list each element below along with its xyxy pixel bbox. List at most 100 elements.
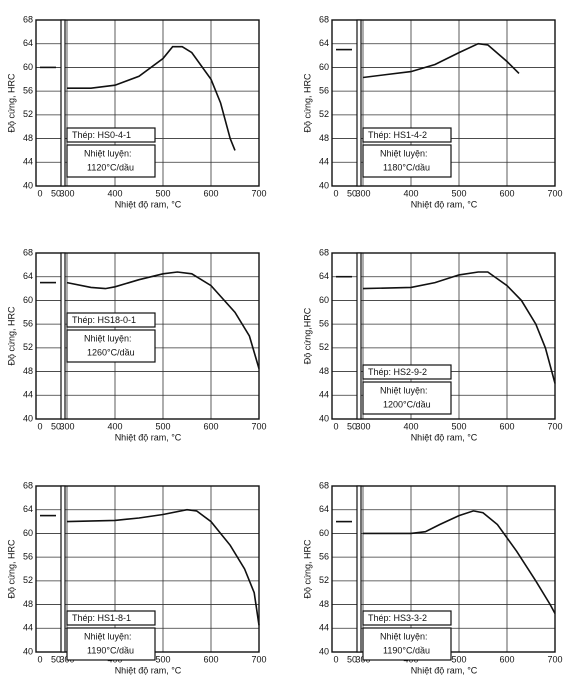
y-tick-label: 40 bbox=[319, 413, 329, 423]
y-tick-label: 64 bbox=[319, 38, 329, 48]
treatment-value: 1190°C/dầu bbox=[383, 645, 430, 655]
y-tick-label: 60 bbox=[23, 528, 33, 538]
y-tick-label: 48 bbox=[319, 366, 329, 376]
label-box bbox=[362, 610, 452, 626]
y-tick-label: 48 bbox=[23, 366, 33, 376]
x-axis-label: Nhiệt độ ram, °C bbox=[115, 199, 182, 209]
x-tick-label: 0 bbox=[333, 188, 338, 198]
x-tick-label: 600 bbox=[499, 421, 514, 431]
frame bbox=[331, 485, 556, 653]
treatment-value: 1120°C/dầu bbox=[87, 162, 134, 172]
y-axis-label: Độ cứng,HRC bbox=[302, 307, 312, 364]
x-tick-label: 600 bbox=[499, 654, 514, 664]
label-box bbox=[362, 144, 452, 178]
x-axis-label: Nhiệt độ ram, °C bbox=[115, 432, 182, 442]
y-tick-label: 40 bbox=[319, 180, 329, 190]
y-tick-label: 60 bbox=[319, 62, 329, 72]
y-axis-label: Độ cứng, HRC bbox=[6, 539, 16, 599]
x-tick-label: 600 bbox=[203, 654, 218, 664]
x-tick-label: 0 bbox=[37, 654, 42, 664]
y-tick-label: 44 bbox=[23, 157, 33, 167]
steel-label: Thép: HS1-4-2 bbox=[368, 130, 427, 140]
y-tick-label: 68 bbox=[23, 14, 33, 24]
x-tick-label: 400 bbox=[403, 421, 418, 431]
frame bbox=[331, 252, 556, 420]
y-tick-label: 56 bbox=[23, 552, 33, 562]
y-tick-label: 48 bbox=[319, 133, 329, 143]
steel-label: Thép: HS2-9-2 bbox=[368, 367, 427, 377]
y-tick-label: 44 bbox=[23, 390, 33, 400]
curve bbox=[363, 510, 556, 614]
y-tick-label: 52 bbox=[319, 575, 329, 585]
x-tick-label: 500 bbox=[451, 188, 466, 198]
x-tick-label: 50 bbox=[51, 421, 61, 431]
treatment-label: Nhiệt luyện: bbox=[380, 631, 428, 641]
y-tick-label: 48 bbox=[23, 599, 33, 609]
x-tick-label: 50 bbox=[347, 188, 357, 198]
treatment-label: Nhiệt luyện: bbox=[84, 333, 132, 343]
y-tick-label: 64 bbox=[319, 271, 329, 281]
axis-break bbox=[356, 19, 362, 187]
y-axis-label: Độ cứng, HRC bbox=[302, 539, 312, 599]
y-axis-label: Độ cứng, HRC bbox=[302, 73, 312, 133]
label-box bbox=[362, 627, 452, 661]
y-tick-label: 56 bbox=[319, 86, 329, 96]
steel-label: Thép: HS1-8-1 bbox=[72, 613, 131, 623]
x-tick-label: 50 bbox=[51, 654, 61, 664]
frame bbox=[35, 485, 260, 653]
x-axis-label: Nhiệt độ ram, °C bbox=[411, 199, 478, 209]
steel-label: Thép: HS18-0-1 bbox=[72, 315, 136, 325]
x-tick-label: 700 bbox=[547, 654, 562, 664]
y-tick-label: 68 bbox=[319, 14, 329, 24]
label-box bbox=[362, 381, 452, 415]
steel-label: Thép: HS3-3-2 bbox=[368, 613, 427, 623]
y-tick-label: 56 bbox=[23, 86, 33, 96]
axis-break bbox=[60, 19, 66, 187]
treatment-value: 1200°C/dầu bbox=[383, 399, 431, 409]
label-box bbox=[66, 312, 156, 328]
curve bbox=[362, 271, 556, 384]
y-tick-label: 40 bbox=[319, 646, 329, 656]
x-axis-label: Nhiệt độ ram, °C bbox=[115, 665, 182, 675]
y-tick-label: 68 bbox=[319, 480, 329, 490]
x-tick-label: 700 bbox=[251, 654, 266, 664]
frame bbox=[35, 19, 260, 187]
x-tick-label: 50 bbox=[347, 654, 357, 664]
y-tick-label: 48 bbox=[23, 133, 33, 143]
y-tick-label: 60 bbox=[23, 62, 33, 72]
y-tick-label: 52 bbox=[319, 109, 329, 119]
x-tick-label: 500 bbox=[155, 421, 170, 431]
y-tick-label: 64 bbox=[23, 271, 33, 281]
y-tick-label: 60 bbox=[319, 528, 329, 538]
axis-break bbox=[60, 252, 66, 420]
y-tick-label: 56 bbox=[319, 319, 329, 329]
curve bbox=[362, 42, 520, 79]
label-box bbox=[362, 127, 452, 143]
y-tick-label: 44 bbox=[319, 623, 329, 633]
label-box bbox=[362, 364, 452, 380]
label-box bbox=[66, 610, 156, 626]
treatment-label: Nhiệt luyện: bbox=[84, 148, 132, 158]
x-tick-label: 0 bbox=[333, 421, 338, 431]
x-tick-label: 300 bbox=[355, 421, 370, 431]
x-tick-label: 700 bbox=[547, 421, 562, 431]
y-tick-label: 44 bbox=[23, 623, 33, 633]
frame bbox=[331, 19, 556, 187]
x-tick-label: 400 bbox=[107, 421, 122, 431]
x-tick-label: 500 bbox=[451, 654, 466, 664]
x-axis-label: Nhiệt độ ram, °C bbox=[411, 665, 478, 675]
label-box bbox=[66, 329, 156, 363]
x-tick-label: 700 bbox=[251, 421, 266, 431]
x-tick-label: 600 bbox=[499, 188, 514, 198]
y-tick-label: 68 bbox=[23, 247, 33, 257]
y-tick-label: 68 bbox=[319, 247, 329, 257]
x-tick-label: 500 bbox=[451, 421, 466, 431]
x-tick-label: 300 bbox=[59, 421, 74, 431]
